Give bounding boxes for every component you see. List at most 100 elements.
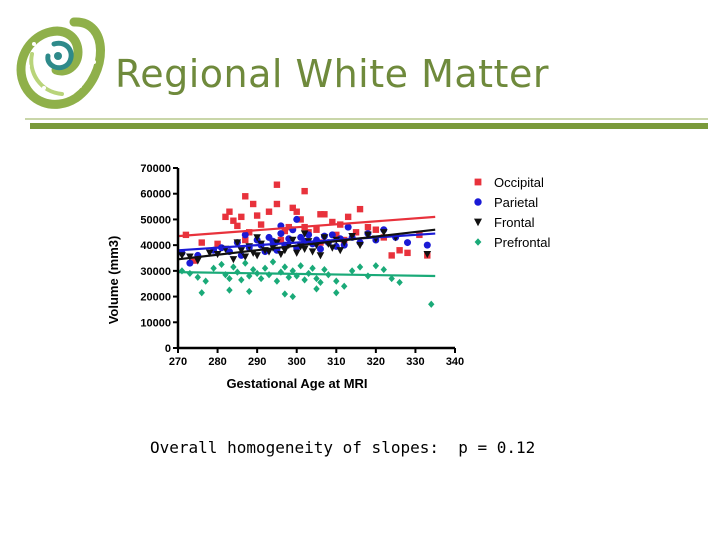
frontal-point [364, 231, 372, 239]
prefrontal-point [356, 263, 364, 271]
prefrontal-point [249, 265, 257, 274]
prefrontal-point [380, 265, 387, 274]
frontal-point [281, 247, 289, 255]
prefrontal-point [301, 276, 308, 284]
frontal-point [233, 239, 242, 247]
axes: 0 10000 20000 30000 40000 50000 60000 70000 270 2… [140, 163, 464, 368]
prefrontal-point [372, 262, 380, 270]
occipital-point [364, 223, 372, 231]
frontal-point [237, 247, 246, 255]
frontal-point [178, 252, 186, 260]
frontal-fit-line [177, 228, 436, 261]
occipital-point [198, 239, 205, 246]
frontal-point [253, 234, 261, 242]
plot-area [177, 181, 436, 308]
prefrontal-point [317, 278, 324, 287]
parietal-point [293, 215, 301, 223]
x-tick-label: 290 [248, 356, 266, 368]
occipital-point [226, 208, 233, 215]
occipital-point [249, 200, 257, 208]
y-tick-label: 0 [165, 343, 171, 355]
x-tick-label: 320 [367, 356, 385, 368]
prefrontal-point [238, 276, 245, 284]
parietal-point [186, 259, 194, 267]
prefrontal-point [297, 262, 304, 270]
prefrontal-point [218, 260, 225, 269]
frontal-point [300, 245, 309, 253]
prefrontal-point [333, 277, 340, 285]
y-tick-label: 50000 [140, 214, 171, 226]
occipital-point [246, 229, 253, 236]
parietal-point [423, 241, 431, 249]
prefrontal-point [230, 263, 237, 271]
legend-label-prefrontal: Prefrontal [494, 235, 550, 250]
occipital-point [396, 247, 403, 254]
prefrontal-point [178, 267, 186, 275]
frontal-point [356, 241, 364, 250]
prefrontal-point [202, 277, 209, 285]
y-axis-label: Volume (mm3) [106, 236, 121, 325]
legend-label-parietal: Parietal [494, 195, 538, 210]
occipital-point [214, 240, 221, 248]
frontal-point [423, 250, 432, 259]
slide-title: Regional White Matter [115, 52, 549, 96]
occipital-point [273, 200, 281, 208]
parietal-point [404, 239, 412, 247]
occipital-point [297, 216, 304, 223]
parietal-point [241, 231, 249, 239]
parietal-point [316, 245, 324, 253]
y-tick-label: 20000 [140, 292, 171, 304]
y-tick-label: 40000 [140, 240, 171, 252]
occipital-point [317, 211, 324, 218]
prefrontal-point [289, 267, 296, 275]
y-tick-label: 60000 [140, 189, 171, 201]
occipital-point [277, 236, 285, 244]
frontal-point [241, 253, 250, 261]
y-tick-label: 70000 [140, 163, 171, 175]
occipital-point [344, 213, 352, 221]
occipital-point [234, 222, 241, 230]
frontal-point [336, 247, 345, 255]
prefrontal-fit-line [177, 271, 436, 278]
occipital-fit-line [177, 215, 436, 238]
frontal-point [292, 249, 301, 257]
occipital-point [257, 221, 265, 228]
prefrontal-point [257, 274, 265, 283]
occipital-point [253, 212, 261, 219]
frontal-point [320, 234, 329, 242]
prefrontal-point [309, 264, 316, 272]
prefrontal-point [269, 258, 277, 266]
legend-label-frontal: Frontal [494, 215, 535, 230]
logo-swirl-icon [16, 17, 105, 109]
occipital-point [273, 181, 281, 188]
legend-marker-frontal [474, 218, 482, 227]
prefrontal-point [226, 274, 233, 283]
prefrontal-point [261, 264, 269, 272]
x-tick-label: 270 [169, 356, 187, 368]
footnote: Overall homogeneity of slopes: p = 0.12 [150, 438, 536, 457]
prefrontal-point [226, 286, 233, 294]
frontal-point [277, 250, 285, 259]
prefrontal-point [198, 289, 205, 297]
frontal-point [308, 248, 317, 256]
legend-marker-parietal [474, 198, 482, 206]
legend-marker-occipital [474, 178, 482, 186]
prefrontal-point [285, 273, 292, 281]
prefrontal-point [313, 285, 320, 293]
x-tick-label: 310 [327, 356, 345, 368]
frontal-point [379, 229, 388, 237]
occipital-point [242, 193, 249, 200]
prefrontal-point [242, 259, 249, 267]
frontal-point [288, 236, 297, 244]
prefrontal-point [396, 278, 403, 287]
prefrontal-point [341, 282, 348, 290]
prefrontal-point [273, 277, 281, 285]
prefrontal-point [333, 289, 340, 297]
parietal-point [344, 223, 352, 231]
x-tick-label: 300 [288, 356, 306, 368]
y-tick-label: 10000 [140, 317, 171, 329]
prefrontal-point [194, 273, 201, 281]
occipital-point [242, 236, 249, 244]
occipital-point [281, 227, 289, 235]
parietal-point [277, 230, 285, 238]
